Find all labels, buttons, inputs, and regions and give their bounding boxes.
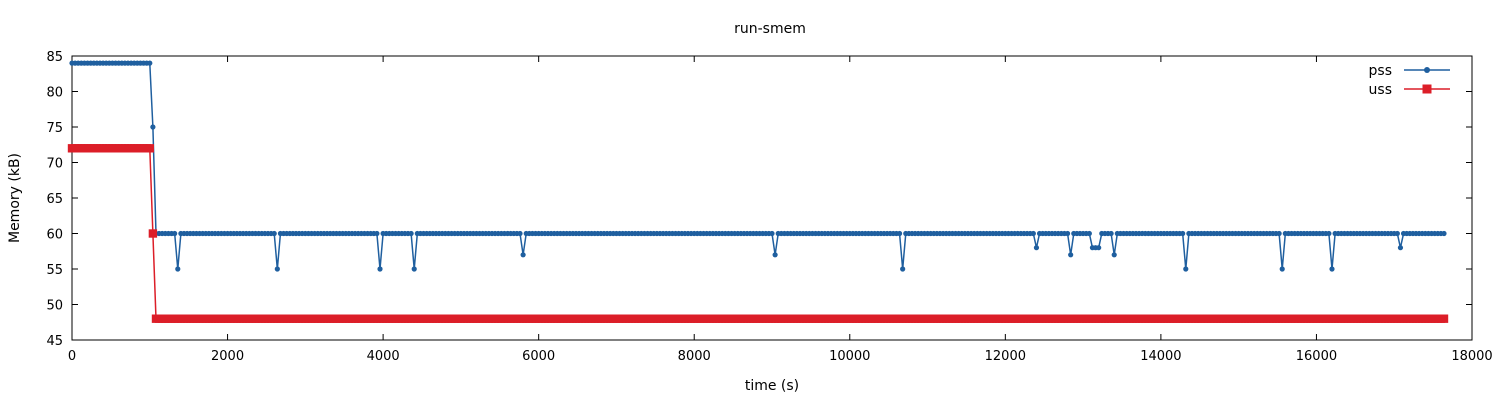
x-tick-label: 10000: [829, 349, 870, 364]
data-point-pss: [150, 124, 156, 130]
data-point-uss: [148, 229, 158, 238]
series-pss: [69, 60, 1447, 272]
data-point-pss: [1394, 230, 1400, 237]
data-point-pss: [1397, 245, 1404, 251]
x-tick-label: 2000: [211, 349, 244, 364]
data-point-pss: [1086, 230, 1092, 237]
y-tick-label: 75: [46, 121, 63, 136]
data-point-pss: [1326, 230, 1332, 237]
data-point-pss: [1068, 252, 1074, 258]
data-point-pss: [175, 266, 181, 272]
data-point-pss: [172, 230, 178, 237]
data-point-pss: [411, 266, 417, 272]
x-tick-label: 4000: [367, 349, 400, 364]
y-tick-label: 65: [46, 192, 63, 207]
x-tick-label: 14000: [1140, 349, 1181, 364]
data-point-pss: [1033, 245, 1040, 251]
legend-item-pss: pss: [1369, 63, 1450, 79]
data-point-pss: [271, 230, 277, 237]
legend-marker: [1422, 84, 1432, 94]
data-point-pss: [1096, 245, 1102, 251]
y-tick-label: 85: [46, 50, 63, 65]
data-point-pss: [1064, 230, 1071, 237]
data-point-pss: [1279, 266, 1285, 272]
data-point-pss: [1329, 266, 1335, 272]
y-tick-label: 70: [46, 157, 63, 172]
x-tick-label: 6000: [522, 349, 555, 364]
x-tick-label: 16000: [1296, 349, 1337, 364]
series-uss: [67, 144, 1449, 323]
y-tick-label: 45: [46, 334, 63, 349]
plot-frame: [71, 55, 1473, 341]
y-tick-label: 60: [46, 228, 63, 243]
data-point-pss: [274, 266, 280, 272]
legend-label: uss: [1369, 82, 1392, 98]
y-tick-label: 55: [46, 263, 63, 278]
data-point-pss: [1441, 230, 1447, 237]
x-tick-label: 0: [68, 349, 76, 364]
series-line-pss: [72, 62, 1444, 270]
series-layer: [67, 60, 1449, 323]
data-point-pss: [896, 230, 903, 237]
data-point-pss: [1108, 230, 1114, 237]
data-point-pss: [769, 230, 775, 237]
x-axis-title: time (s): [745, 378, 799, 394]
y-axis-title: Memory (kB): [7, 153, 23, 243]
data-point-pss: [377, 266, 383, 272]
y-tick-label: 50: [46, 299, 63, 314]
x-axis: 0 2000 4000 6000 8000 10000 12000 14000 16000 180…: [68, 56, 1493, 364]
data-point-pss: [1180, 230, 1186, 237]
data-point-pss: [147, 60, 153, 66]
data-point-pss: [408, 230, 414, 237]
y-tick-label: 80: [46, 86, 63, 101]
x-tick-label: 8000: [678, 349, 711, 364]
chart-title: run-smem: [734, 21, 806, 37]
y-axis: 45 50 55 60 65 70 75 80 85: [46, 50, 1472, 349]
data-point-pss: [1183, 266, 1189, 272]
data-point-pss: [517, 230, 523, 237]
legend-marker: [1424, 67, 1430, 73]
data-point-pss: [374, 230, 380, 237]
legend-label: pss: [1369, 63, 1392, 79]
data-point-pss: [1030, 230, 1036, 237]
x-tick-label: 18000: [1451, 349, 1492, 364]
data-point-uss: [1439, 314, 1449, 323]
legend: pss uss: [1369, 63, 1450, 98]
data-point-pss: [772, 252, 778, 258]
data-point-pss: [520, 252, 526, 258]
data-point-pss: [900, 266, 906, 272]
data-point-uss: [145, 144, 154, 153]
data-point-pss: [1111, 252, 1117, 258]
data-point-pss: [1276, 230, 1282, 237]
x-tick-label: 12000: [985, 349, 1026, 364]
legend-item-uss: uss: [1369, 82, 1450, 98]
